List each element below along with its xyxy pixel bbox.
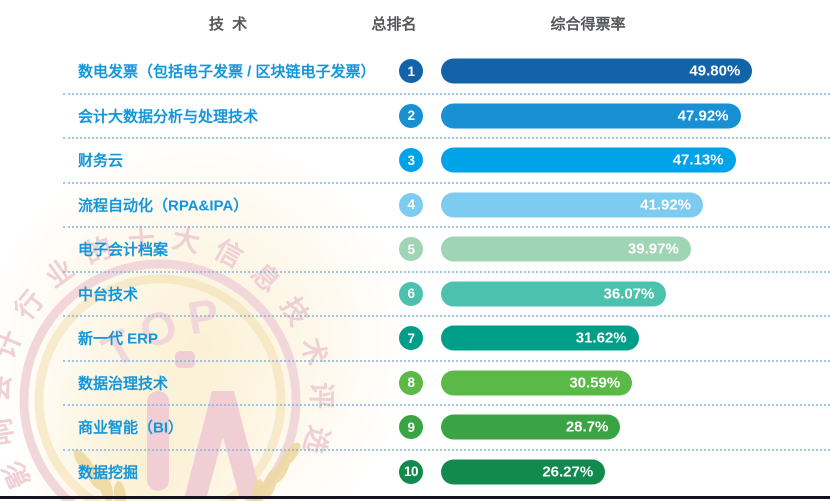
- ranking-row: 商业智能（BI） 9 28.7%: [63, 406, 830, 451]
- vote-percentage-label: 36.07%: [603, 285, 655, 303]
- ranking-row: 中台技术 6 36.07%: [63, 273, 830, 317]
- vote-rate-bar: 47.92%: [441, 103, 741, 129]
- rank-badge: 1: [399, 59, 423, 84]
- rank-badge: 2: [399, 103, 423, 128]
- technology-label: 数电发票（包括电子发票 / 区块链电子发票）: [78, 63, 376, 81]
- vote-rate-bar: 49.80%: [441, 58, 753, 84]
- vote-rate-bar: 41.92%: [441, 192, 703, 218]
- rank-badge: 4: [399, 192, 423, 217]
- ranking-row: 数据治理技术 8 30.59%: [63, 362, 830, 406]
- ranking-row: 电子会计档案 5 39.97%: [63, 228, 830, 273]
- vote-percentage-label: 30.59%: [569, 374, 621, 392]
- rank-badge: 5: [399, 237, 423, 262]
- vote-percentage-label: 39.97%: [627, 240, 679, 258]
- vote-percentage-label: 28.7%: [565, 418, 609, 436]
- vote-percentage-label: 41.92%: [640, 196, 691, 214]
- technology-label: 财务云: [78, 152, 124, 170]
- rank-badge: 7: [399, 326, 423, 351]
- technology-label: 商业智能（BI）: [78, 419, 184, 437]
- ranking-row: 新一代 ERP 7 31.62%: [63, 317, 830, 362]
- ranking-rows: 数电发票（包括电子发票 / 区块链电子发票） 1 49.80% 会计大数据分析与…: [63, 50, 830, 493]
- column-header-vote-rate: 综合得票率: [550, 16, 626, 33]
- vote-rate-bar: 31.62%: [441, 325, 639, 351]
- technology-label: 电子会计档案: [78, 241, 169, 259]
- vote-percentage-label: 26.27%: [542, 463, 594, 481]
- vote-rate-bar: 36.07%: [441, 281, 667, 307]
- vote-rate-bar: 26.27%: [441, 459, 606, 485]
- technology-label: 数据挖掘: [78, 464, 139, 482]
- vote-percentage-label: 47.13%: [672, 151, 724, 169]
- technology-label: 会计大数据分析与处理技术: [78, 108, 259, 126]
- vote-percentage-label: 47.92%: [677, 107, 729, 125]
- ranking-row: 财务云 3 47.13%: [63, 139, 830, 184]
- rank-badge: 9: [399, 415, 423, 440]
- ranking-row: 数据挖掘 10 26.27%: [63, 451, 830, 494]
- vote-rate-bar: 30.59%: [441, 370, 633, 396]
- column-header-overall-rank: 总排名: [371, 16, 417, 33]
- technology-label: 中台技术: [78, 286, 139, 304]
- vote-rate-bar: 28.7%: [441, 414, 621, 440]
- ranking-row: 会计大数据分析与处理技术 2 47.92%: [63, 95, 830, 139]
- rank-badge: 10: [399, 459, 423, 484]
- rank-badge: 3: [399, 148, 423, 173]
- vote-rate-bar: 47.13%: [441, 147, 736, 173]
- technology-label: 数据治理技术: [78, 375, 169, 393]
- vote-rate-bar: 39.97%: [441, 236, 691, 262]
- rank-badge: 6: [399, 281, 423, 306]
- column-header-technology: 技 术: [208, 16, 250, 33]
- vote-percentage-label: 31.62%: [575, 329, 627, 347]
- technology-label: 流程自动化（RPA&IPA）: [78, 197, 249, 215]
- vote-percentage-label: 49.80%: [689, 62, 741, 80]
- rank-badge: 8: [399, 370, 423, 395]
- ranking-row: 数电发票（包括电子发票 / 区块链电子发票） 1 49.80%: [63, 50, 830, 95]
- bottom-border-line: [0, 496, 830, 499]
- ranking-row: 流程自动化（RPA&IPA） 4 41.92%: [63, 184, 830, 228]
- technology-label: 新一代 ERP: [78, 330, 159, 348]
